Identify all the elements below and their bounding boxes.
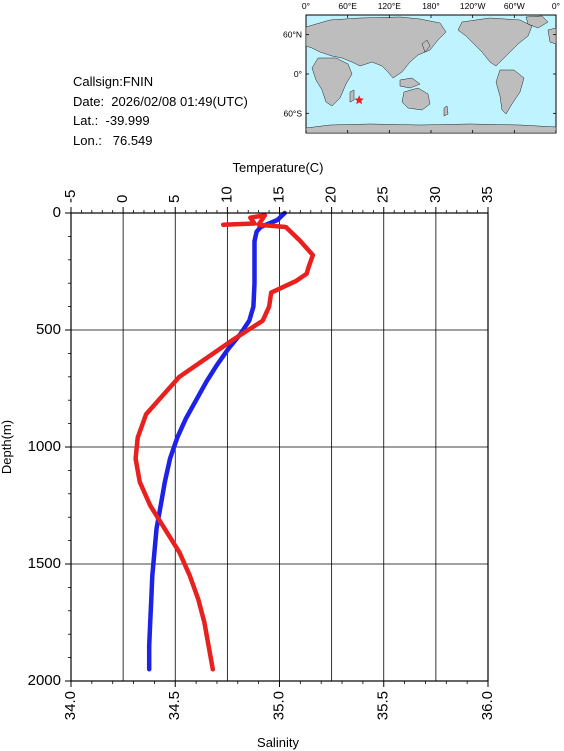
float-info-panel: Callsign:FNIN Date: 2026/02/08 01:49(UTC… [73,72,248,150]
temperature-tick-label: 20 [323,186,340,203]
temperature-axis: -5 0 5 10 15 20 25 30 35 [62,186,496,213]
map-longitude-label: 60°W [504,1,525,11]
temperature-tick-label: 10 [218,186,235,203]
temperature-tick-label: 35 [479,186,496,203]
temperature-tick-label: 5 [166,195,183,203]
depth-axis-title: Depth(m) [0,420,14,474]
star-icon [354,95,364,105]
salinity-profile-line [133,213,316,672]
depth-axis: 0 500 1000 1500 2000 [28,204,71,689]
temperature-tick-label: 0 [114,195,131,203]
temperature-profile-line [146,210,287,672]
map-latitude-label: 0° [294,69,302,79]
temperature-tick-label: 30 [427,186,444,203]
depth-tick-label: 2000 [28,672,61,689]
longitude-text: Lon.: 76.549 [73,132,153,148]
map-longitude-label: 180° [422,1,440,11]
map-land [305,15,557,134]
map-longitude-label: 120°E [378,1,402,11]
depth-tick-label: 500 [36,321,61,338]
map-longitude-label: 0° [302,1,310,11]
date-text: Date: 2026/02/08 01:49(UTC) [73,93,248,109]
map-longitude-label: 120°W [460,1,486,11]
chart-series [133,210,316,672]
map-longitude-label: 0° [552,1,560,11]
latitude-text: Lat.: -39.999 [73,113,150,128]
depth-tick-label: 0 [53,204,61,221]
location-map: 0° 60°E 120°E 180° 120°W 60°W 0° 60°N 0° 60°S [283,1,560,134]
salinity-tick-label: 34.0 [62,691,79,720]
temperature-tick-label: 15 [270,186,287,203]
salinity-tick-label: 36.0 [479,691,496,720]
map-latitude-label: 60°N [283,30,302,40]
salinity-axis: 34.0 34.5 35.0 35.5 36.0 [62,681,496,720]
temperature-axis-title: Temperature(C) [232,160,323,175]
temperature-tick-label: -5 [62,190,79,203]
chart-grid [70,212,489,682]
temperature-tick-label: 25 [375,186,392,203]
depth-tick-label: 1000 [28,438,61,455]
callsign-text: Callsign:FNIN [73,74,154,89]
map-latitude-labels: 60°N 0° 60°S [283,30,302,119]
plot-frame [70,212,489,682]
depth-tick-label: 1500 [28,555,61,572]
map-latitude-label: 60°S [283,108,302,118]
float-location-marker [354,95,364,105]
salinity-tick-label: 35.5 [375,691,392,720]
map-ticks [305,15,557,133]
salinity-tick-label: 35.0 [270,691,287,720]
map-longitude-label: 60°E [338,1,357,11]
map-longitude-labels: 0° 60°E 120°E 180° 120°W 60°W 0° [302,1,560,11]
salinity-tick-label: 34.5 [166,691,183,720]
salinity-axis-title: Salinity [257,735,299,750]
